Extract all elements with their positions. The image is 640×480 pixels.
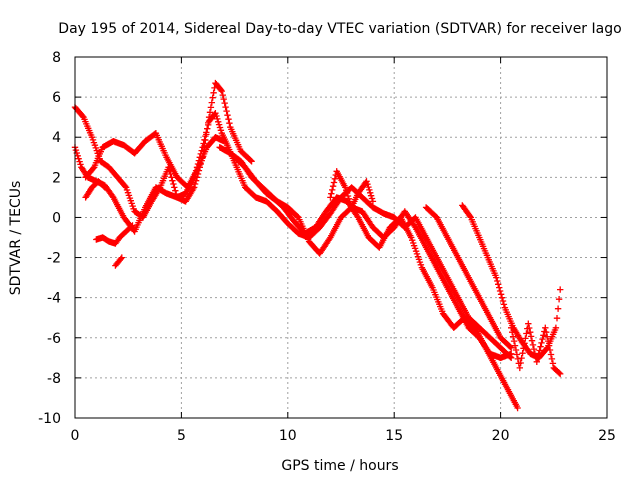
data-point-markers	[242, 184, 515, 361]
y-tick-label: 0	[52, 210, 61, 226]
y-tick-label: -2	[47, 251, 61, 267]
data-point-markers	[508, 320, 564, 378]
series-arc-6	[82, 178, 108, 201]
y-tick-label: -8	[47, 371, 61, 387]
y-tick-label: -4	[47, 291, 61, 307]
data-point-markers	[82, 130, 228, 191]
x-tick-label: 10	[279, 428, 297, 444]
x-tick-label: 0	[71, 428, 80, 444]
data-points	[71, 79, 564, 412]
plot-frame	[74, 56, 608, 419]
series-arc-4	[93, 222, 136, 247]
y-tick-label: 4	[52, 130, 61, 146]
x-tick-label: 25	[598, 428, 616, 444]
data-point-markers	[327, 168, 377, 211]
series-arc-1	[71, 110, 249, 235]
y-tick-label: 8	[52, 50, 61, 66]
chart-title: Day 195 of 2014, Sidereal Day-to-day VTE…	[58, 21, 621, 37]
series-arc-3	[82, 130, 228, 191]
series-arc-9	[242, 184, 515, 361]
data-point-markers	[112, 254, 125, 269]
data-point-markers	[422, 204, 515, 351]
x-axis-title: GPS time / hours	[281, 458, 398, 474]
series-arc-11	[422, 204, 515, 351]
y-axis-title: SDTVAR / TECUs	[8, 181, 24, 296]
x-tick-label: 20	[492, 428, 510, 444]
x-tick-label: 5	[177, 428, 186, 444]
data-point-markers	[82, 178, 108, 201]
data-point-markers	[93, 222, 136, 247]
series-arc-10	[327, 168, 377, 211]
data-point-markers	[71, 110, 249, 235]
y-tick-label: -6	[47, 331, 61, 347]
y-tick-label: -10	[38, 411, 61, 427]
series-arc-5	[112, 254, 125, 269]
x-tick-label: 15	[385, 428, 403, 444]
series-arc-8	[231, 154, 515, 361]
grid	[75, 57, 607, 418]
data-point-markers	[231, 154, 515, 361]
y-tick-label: 6	[52, 90, 61, 106]
series-arc-13	[508, 320, 564, 378]
y-tick-label: 2	[52, 170, 61, 186]
